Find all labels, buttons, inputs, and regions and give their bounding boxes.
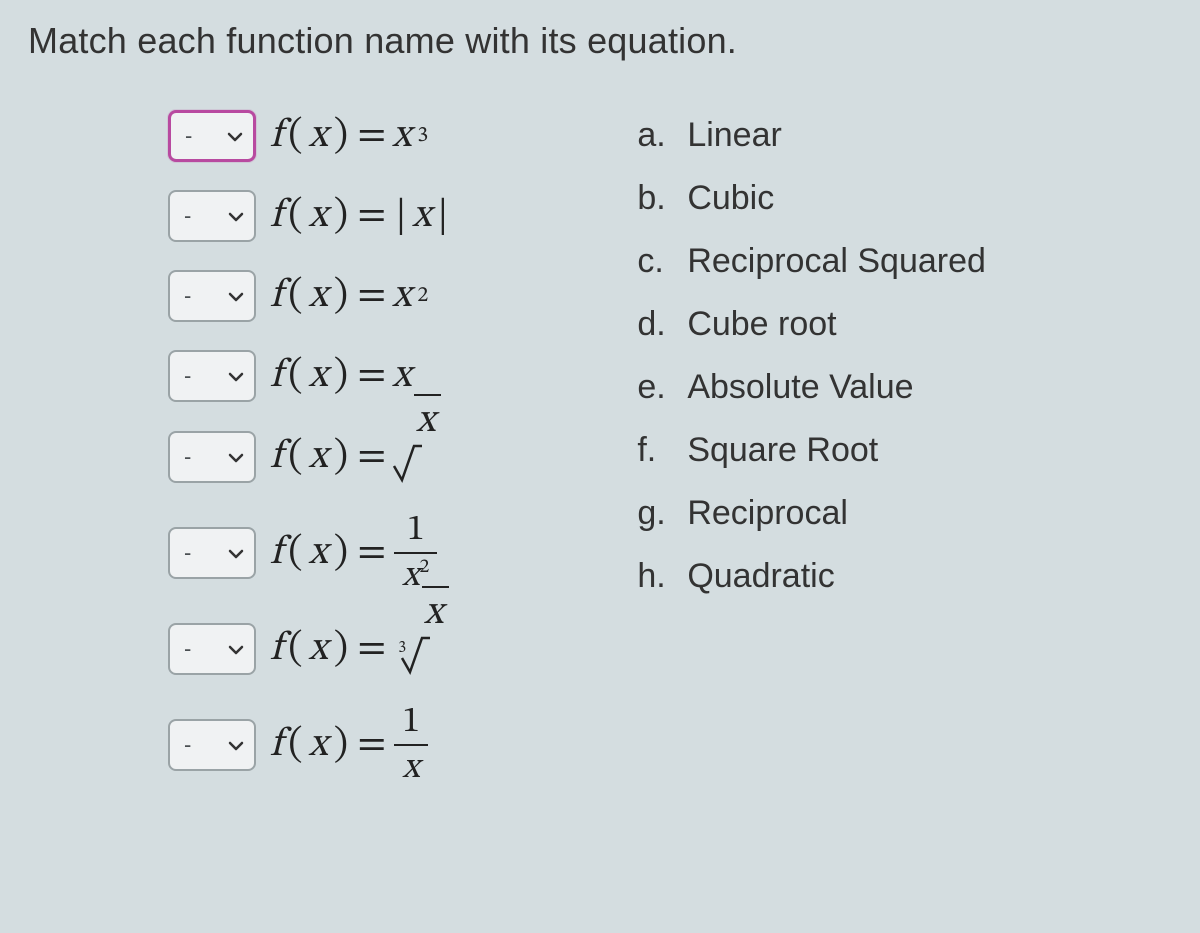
eq-recip-sq: f(x) = 1x2 (270, 512, 439, 594)
columns: - f(x) = x3 - f(x) = |x| - f(x) = x2 - f(x) = x… (28, 110, 1172, 786)
match-select[interactable]: - (168, 270, 256, 322)
answer-label: Linear (687, 116, 782, 155)
eq-cbrt: f(x) = 3x (270, 622, 457, 676)
answer-letter: e. (637, 368, 675, 407)
eq-cubic: f(x) = x3 (270, 111, 428, 161)
chevron-down-icon (228, 444, 244, 470)
answer-letter: a. (637, 116, 675, 155)
select-value: - (184, 636, 191, 662)
equation-row: - f(x) = 3x (168, 622, 457, 676)
answer-label: Cube root (687, 305, 836, 344)
eq-abs: f(x) = |x| (270, 191, 448, 241)
select-value: - (184, 203, 191, 229)
match-select[interactable]: - (168, 431, 256, 483)
answer-label: Absolute Value (687, 368, 913, 407)
match-select[interactable]: - (168, 623, 256, 675)
chevron-down-icon (228, 363, 244, 389)
chevron-down-icon (228, 732, 244, 758)
equation-row: - f(x) = |x| (168, 190, 457, 242)
answer-option: c. Reciprocal Squared (637, 242, 986, 281)
answer-label: Cubic (687, 179, 774, 218)
select-value: - (184, 732, 191, 758)
eq-linear: f(x) = x (270, 351, 411, 401)
equation-row: - f(x) = 1x (168, 704, 457, 786)
select-value: - (184, 363, 191, 389)
answer-label: Reciprocal (687, 494, 848, 533)
match-select[interactable]: - (168, 527, 256, 579)
select-value: - (185, 123, 192, 149)
equations-column: - f(x) = x3 - f(x) = |x| - f(x) = x2 - f(x) = x… (168, 110, 457, 786)
answer-letter: f. (637, 431, 675, 470)
answer-option: a. Linear (637, 116, 986, 155)
answer-option: b. Cubic (637, 179, 986, 218)
chevron-down-icon (228, 283, 244, 309)
chevron-down-icon (227, 123, 243, 149)
answer-option: e. Absolute Value (637, 368, 986, 407)
eq-recip: f(x) = 1x (270, 704, 430, 786)
answer-letter: h. (637, 557, 675, 596)
answer-label: Quadratic (687, 557, 834, 596)
answer-letter: g. (637, 494, 675, 533)
question-prompt: Match each function name with its equati… (28, 20, 1172, 62)
answer-option: h. Quadratic (637, 557, 986, 596)
eq-sqrt: f(x) = x (270, 430, 449, 484)
question-container: Match each function name with its equati… (0, 0, 1200, 806)
answer-option: g. Reciprocal (637, 494, 986, 533)
answer-letter: d. (637, 305, 675, 344)
select-value: - (184, 444, 191, 470)
answers-column: a. Linear b. Cubic c. Reciprocal Squared d. Cub… (637, 110, 986, 786)
eq-quadratic: f(x) = x2 (270, 271, 428, 321)
answer-letter: c. (637, 242, 675, 281)
match-select[interactable]: - (168, 719, 256, 771)
equation-row: - f(x) = x (168, 430, 457, 484)
select-value: - (184, 283, 191, 309)
equation-row: - f(x) = x3 (168, 110, 457, 162)
answer-letter: b. (637, 179, 675, 218)
chevron-down-icon (228, 636, 244, 662)
match-select[interactable]: - (168, 350, 256, 402)
match-select[interactable]: - (168, 110, 256, 162)
answer-label: Square Root (687, 431, 878, 470)
answer-option: f. Square Root (637, 431, 986, 470)
equation-row: - f(x) = 1x2 (168, 512, 457, 594)
chevron-down-icon (228, 540, 244, 566)
match-select[interactable]: - (168, 190, 256, 242)
answer-option: d. Cube root (637, 305, 986, 344)
equation-row: - f(x) = x2 (168, 270, 457, 322)
answer-label: Reciprocal Squared (687, 242, 986, 281)
chevron-down-icon (228, 203, 244, 229)
select-value: - (184, 540, 191, 566)
